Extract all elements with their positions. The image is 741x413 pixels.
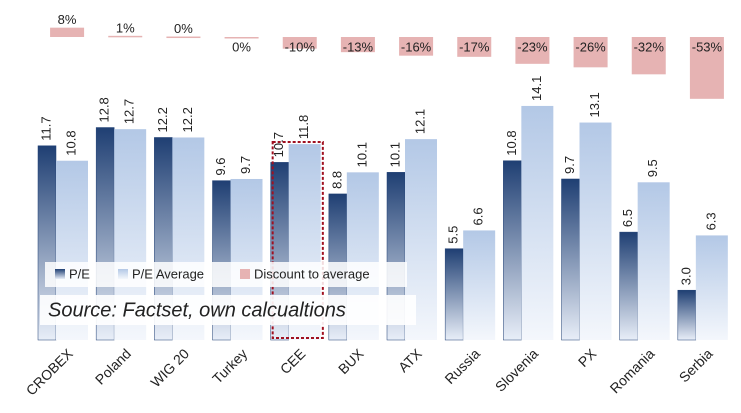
bar: [695, 235, 728, 340]
discount-bar: [340, 37, 375, 53]
discount-label: -32%: [634, 39, 665, 54]
data-label: 11.8: [296, 115, 311, 139]
bar: [503, 160, 522, 341]
x-tick-label: ATX: [395, 345, 425, 375]
discount-bar: [108, 35, 143, 38]
data-label: 13.1: [587, 92, 602, 117]
discount-bar: [631, 37, 666, 75]
data-label: 14.1: [529, 76, 544, 101]
discount-label: -10%: [285, 39, 316, 54]
discount-bar: [282, 37, 317, 49]
x-tick-label: CROBEX: [23, 345, 77, 399]
data-label: 12.8: [97, 97, 112, 122]
discount-bar: [166, 36, 201, 39]
x-tick-label: Russia: [441, 345, 483, 387]
overlay: P/E P/E Average Discount to average Source:…: [40, 141, 416, 339]
source-note: Source: Factset, own calcualtions: [48, 299, 346, 321]
bar: [444, 248, 464, 341]
data-label: 10.8: [63, 130, 78, 155]
discount-bar: [50, 27, 85, 37]
data-label: 3.0: [678, 267, 693, 285]
discount-bar: [515, 37, 550, 64]
legend-swatch: [240, 269, 250, 279]
x-tick-label: CEE: [277, 345, 309, 377]
discount-bar: [224, 37, 259, 39]
data-label: 10.8: [504, 130, 519, 155]
data-label: 10.1: [387, 142, 402, 167]
bar: [463, 230, 496, 340]
bar: [561, 178, 580, 341]
discount-bar: [457, 37, 492, 57]
annotation-box: [40, 295, 416, 325]
data-label: 6.3: [703, 212, 718, 230]
plot: CROBEX 11.7 10.8 8% Poland 12.8 12.7 1% WIG 20 12…: [23, 12, 728, 399]
discount-bar: [573, 37, 608, 68]
data-label: 5.5: [446, 226, 461, 244]
x-tick-label: Slovenia: [492, 345, 541, 394]
legend-label: P/E Average: [132, 266, 204, 281]
discount-label: 1%: [116, 20, 135, 35]
data-label: 9.5: [645, 159, 660, 177]
discount-label: -26%: [575, 39, 606, 54]
discount-label: 0%: [232, 39, 251, 54]
data-label: 9.6: [213, 158, 228, 176]
discount-label: -17%: [459, 39, 490, 54]
data-label: 12.1: [412, 109, 427, 134]
x-tick-label: Serbia: [676, 345, 716, 385]
bar: [637, 182, 670, 340]
bar: [521, 105, 554, 340]
data-label: 12.2: [155, 107, 170, 132]
x-tick-label: BUX: [335, 345, 367, 377]
x-tick-label: Poland: [92, 345, 134, 387]
bar: [619, 231, 638, 341]
data-label: 9.7: [238, 156, 253, 174]
discount-bar: [689, 37, 724, 99]
legend-box: [45, 262, 407, 287]
x-tick-label: PX: [575, 345, 600, 370]
data-label: 8.8: [329, 171, 344, 189]
discount-label: 0%: [174, 21, 193, 36]
data-label: 6.6: [471, 207, 486, 225]
legend-label: P/E: [69, 266, 90, 281]
data-label: 11.7: [38, 116, 53, 140]
bar: [677, 289, 697, 341]
discount-label: -16%: [401, 39, 432, 54]
discount-label: -53%: [692, 39, 723, 54]
x-tick-label: Romania: [607, 345, 658, 396]
legend-swatch: [118, 269, 128, 279]
data-label: 9.7: [562, 156, 577, 174]
data-label: 10.7: [271, 132, 286, 157]
x-tick-label: Turkey: [209, 345, 250, 386]
discount-bar: [399, 37, 434, 56]
x-tick-label: WIG 20: [147, 345, 192, 390]
legend-label: Discount to average: [254, 266, 370, 281]
data-label: 12.2: [180, 107, 195, 132]
discount-label: -13%: [343, 39, 374, 54]
discount-label: -23%: [517, 39, 548, 54]
data-label: 10.1: [354, 142, 369, 167]
discount-label: 8%: [58, 12, 77, 27]
bar: [579, 122, 612, 340]
data-label: 12.7: [122, 99, 137, 124]
data-label: 6.5: [620, 209, 635, 227]
legend-swatch: [55, 269, 65, 279]
highlight-box: [271, 141, 324, 339]
